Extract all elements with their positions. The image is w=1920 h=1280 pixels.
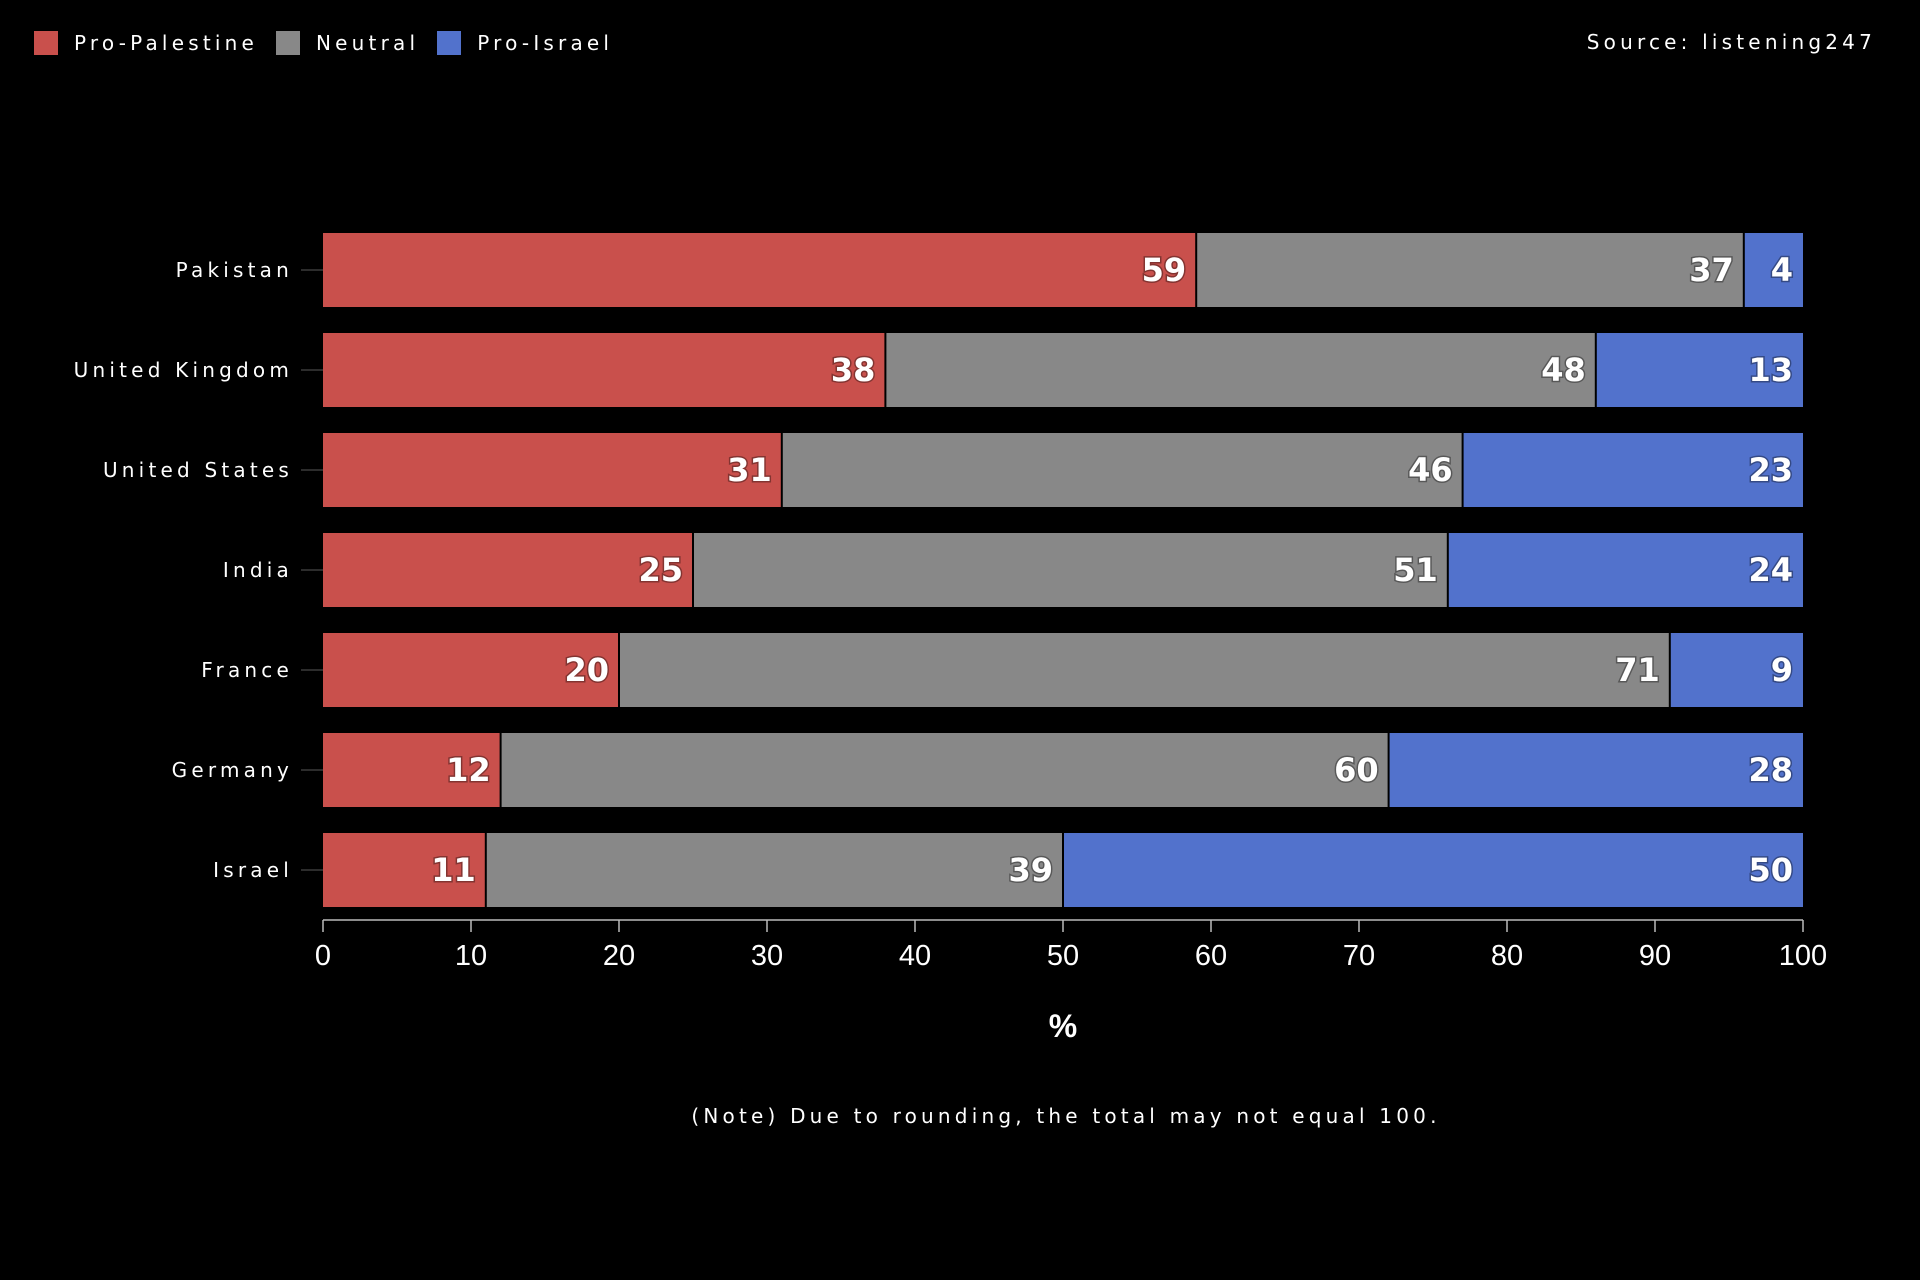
x-tick-label-60: 60 [1195, 940, 1227, 972]
legend-swatch-pro-palestine [34, 31, 58, 55]
legend-item-pro-palestine: Pro-Palestine [34, 31, 258, 55]
legend-swatch-pro-israel [437, 31, 462, 55]
value-label-germany-neutral: 60 [1334, 751, 1379, 789]
legend-label-pro-israel: Pro-Israel [477, 31, 614, 55]
bar-india-pro-israel [1447, 533, 1803, 607]
bar-germany-neutral [500, 733, 1389, 807]
legend-swatch-neutral [276, 31, 300, 55]
bar-france-neutral [619, 633, 1670, 707]
legend-label-pro-palestine: Pro-Palestine [74, 31, 258, 55]
value-label-israel-pro-israel: 50 [1748, 851, 1793, 889]
value-label-pakistan-neutral: 37 [1689, 251, 1734, 289]
legend: Pro-Palestine Neutral Pro-Israel [34, 29, 631, 57]
x-tick-label-50: 50 [1047, 940, 1079, 972]
bar-united-kingdom-pro-israel [1595, 333, 1803, 407]
y-label-india: India [223, 558, 293, 582]
bar-pakistan-pro-palestine [323, 233, 1197, 307]
bar-israel-pro-israel [1063, 833, 1803, 907]
x-tick-label-20: 20 [603, 940, 635, 972]
y-label-israel: Israel [213, 858, 293, 882]
value-label-united-kingdom-neutral: 48 [1541, 351, 1586, 389]
x-axis-title: % [1049, 1008, 1077, 1044]
bar-france-pro-israel [1669, 633, 1803, 707]
bar-united-kingdom-neutral [885, 333, 1596, 407]
value-label-india-neutral: 51 [1393, 551, 1438, 589]
bars-group: 59 37 4 38 48 13 31 46 23 25 51 24 20 71 9 12 60 28 11 39 50 [323, 233, 1803, 907]
bar-israel-pro-palestine [323, 833, 486, 907]
value-label-france-pro-palestine: 20 [564, 651, 609, 689]
legend-item-pro-israel: Pro-Israel [437, 31, 613, 55]
bar-germany-pro-palestine [323, 733, 501, 807]
legend-label-neutral: Neutral [316, 31, 420, 55]
bar-israel-neutral [485, 833, 1063, 907]
value-label-pakistan-pro-israel: 4 [1771, 251, 1793, 289]
value-label-united-kingdom-pro-palestine: 38 [831, 351, 876, 389]
value-label-india-pro-israel: 24 [1748, 551, 1793, 589]
x-tick-label-30: 30 [751, 940, 783, 972]
bar-united-kingdom-pro-palestine [323, 333, 886, 407]
bar-france-pro-palestine [323, 633, 619, 707]
y-label-pakistan: Pakistan [176, 258, 293, 282]
y-label-france: France [201, 658, 293, 682]
footnote: (Note) Due to rounding, the total may no… [691, 1104, 1441, 1128]
legend-item-neutral: Neutral [276, 31, 419, 55]
value-label-united-states-neutral: 46 [1408, 451, 1453, 489]
x-tick-label-70: 70 [1343, 940, 1375, 972]
value-label-france-pro-israel: 9 [1771, 651, 1793, 689]
bar-germany-pro-israel [1388, 733, 1803, 807]
x-tick-label-80: 80 [1491, 940, 1523, 972]
bar-pakistan-pro-israel [1743, 233, 1803, 307]
value-label-israel-pro-palestine: 11 [431, 851, 476, 889]
value-label-india-pro-palestine: 25 [638, 551, 683, 589]
value-label-germany-pro-palestine: 12 [446, 751, 491, 789]
value-label-israel-neutral: 39 [1008, 851, 1053, 889]
y-label-germany: Germany [172, 758, 293, 782]
bar-india-neutral [693, 533, 1448, 607]
x-tick-label-90: 90 [1639, 940, 1671, 972]
x-axis: 0 10 20 30 40 50 60 70 80 90 100 [315, 919, 1827, 972]
x-tick-label-40: 40 [899, 940, 931, 972]
bar-united-states-pro-israel [1462, 433, 1803, 507]
value-label-france-neutral: 71 [1615, 651, 1660, 689]
x-tick-label-0: 0 [315, 940, 331, 972]
y-axis-labels: Pakistan United Kingdom United States India… [74, 258, 323, 882]
value-label-united-kingdom-pro-israel: 13 [1748, 351, 1793, 389]
value-label-germany-pro-israel: 28 [1748, 751, 1793, 789]
y-label-united-states: United States [103, 458, 293, 482]
y-label-united-kingdom: United Kingdom [74, 358, 293, 382]
bar-india-pro-palestine [323, 533, 693, 607]
value-label-united-states-pro-palestine: 31 [727, 451, 772, 489]
source-label: Source: listening247 [1586, 30, 1876, 54]
x-tick-label-100: 100 [1779, 940, 1827, 972]
bar-united-states-pro-palestine [323, 433, 782, 507]
bar-pakistan-neutral [1196, 233, 1744, 307]
value-label-united-states-pro-israel: 23 [1748, 451, 1793, 489]
bar-united-states-neutral [781, 433, 1463, 507]
x-tick-label-10: 10 [455, 940, 487, 972]
value-label-pakistan-pro-palestine: 59 [1142, 251, 1187, 289]
